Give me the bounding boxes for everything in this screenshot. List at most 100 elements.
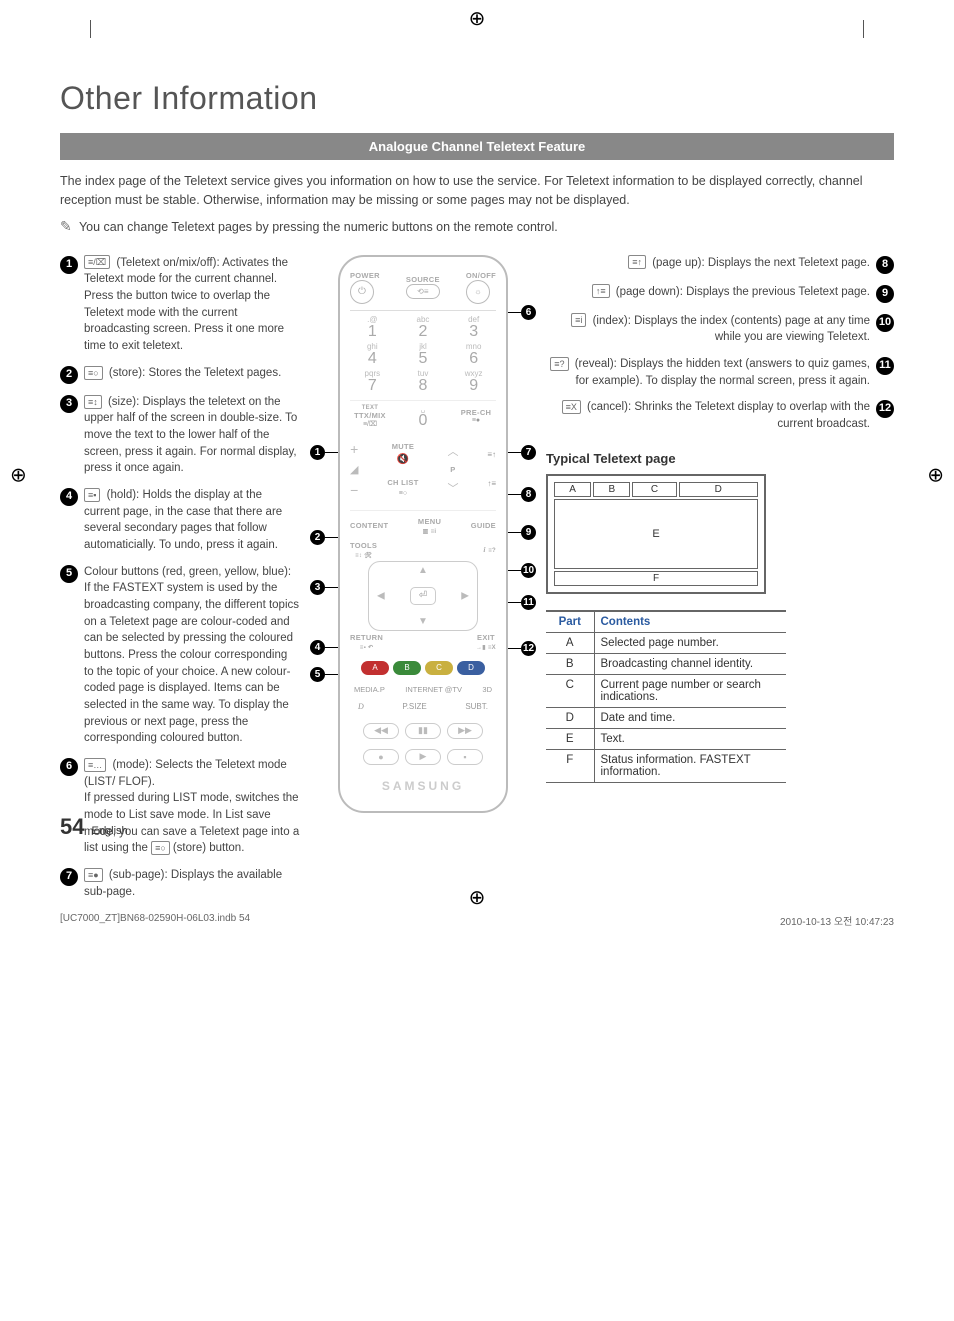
item-body: ≡/⌧ (Teletext on/mix/off): Activates the…	[84, 255, 300, 355]
table-row: DDate and time.	[546, 707, 786, 728]
list-item: 8 ≡↑ (page up): Displays the next Telete…	[546, 255, 894, 274]
note-icon: ✎	[60, 218, 72, 235]
onoff-button[interactable]: ☼	[466, 280, 490, 304]
ttxmix-block[interactable]: TEXTTTX/MIX≡/⌧	[350, 405, 390, 428]
table-cell-contents: Status information. FASTEXT information.	[594, 749, 786, 782]
ttx-cell-d: D	[679, 482, 758, 497]
tools-button[interactable]: TOOLS≡↕ 🛠	[350, 541, 377, 559]
callout-9: 9	[521, 525, 536, 540]
mute-button[interactable]: 🔇	[397, 454, 409, 465]
item-number: 2	[60, 366, 78, 384]
extras-row-2: D P.SIZE SUBT.	[350, 700, 496, 713]
color-button-d[interactable]: D	[457, 661, 485, 675]
table-cell-part: F	[546, 749, 594, 782]
teletext-icon: ≡↕	[84, 395, 102, 409]
internet-button[interactable]: INTERNET @TV	[405, 685, 462, 694]
info-button[interactable]: i ≡?	[483, 545, 496, 554]
print-footer: [UC7000_ZT]BN68-02590H-06L03.indb 54 201…	[60, 912, 894, 928]
item-number: 4	[60, 488, 78, 506]
item-body: ≡▪ (hold): Holds the display at the curr…	[84, 487, 300, 554]
list-item: 7 ≡● (sub-page): Displays the available …	[60, 867, 300, 900]
right-column: 8 ≡↑ (page up): Displays the next Telete…	[546, 255, 894, 783]
mediap-button[interactable]: MEDIA.P	[354, 685, 385, 694]
note-text: You can change Teletext pages by pressin…	[79, 220, 558, 234]
playback-button[interactable]: ▶	[405, 749, 441, 765]
item-body: ≡↕ (size): Displays the teletext on the …	[84, 394, 300, 477]
playback-button[interactable]: ◀◀	[363, 723, 399, 739]
item-number: 1	[60, 256, 78, 274]
power-button[interactable]: ⏻	[350, 280, 374, 304]
dpad[interactable]: ▲ ▼ ◀ ▶ ⏎	[368, 561, 478, 631]
num-4[interactable]: ghi4	[350, 342, 395, 367]
teletext-icon: ≡i	[571, 313, 586, 327]
color-button-a[interactable]: A	[361, 661, 389, 675]
enter-button[interactable]: ⏎	[410, 587, 436, 605]
playback-button[interactable]: ●	[363, 749, 399, 765]
teletext-icon: ≡?	[550, 357, 568, 371]
teletext-icon: ≡…	[84, 758, 106, 772]
source-button[interactable]: ⟲≡	[406, 284, 440, 299]
note-line: ✎ You can change Teletext pages by press…	[60, 218, 894, 235]
callout-line	[508, 532, 521, 533]
num-8[interactable]: tuv8	[401, 369, 446, 394]
item-body: ≡i (index): Displays the index (contents…	[546, 313, 870, 346]
menu-button[interactable]: MENU▥ ≡i	[418, 517, 441, 535]
table-cell-part: A	[546, 632, 594, 653]
item-body: ≡● (sub-page): Displays the available su…	[84, 867, 300, 900]
table-cell-part: E	[546, 728, 594, 749]
table-cell-contents: Text.	[594, 728, 786, 749]
item-number: 5	[60, 565, 78, 583]
volume-rocker[interactable]: + ◢ −	[350, 441, 358, 498]
playback-button[interactable]: ▪	[447, 749, 483, 765]
playback-row-2: ● ▶ ▪	[350, 749, 496, 765]
number-grid: .@1abc2def3 ghi4jkl5mno6 pqrs7tuv8wxyz9	[350, 310, 496, 394]
return-button[interactable]: RETURN≡▪ ↶	[350, 633, 383, 651]
subt-button[interactable]: SUBT.	[465, 702, 488, 711]
psize-button[interactable]: P.SIZE	[402, 702, 426, 711]
onoff-block: ON/OFF☼	[466, 271, 496, 304]
reg-mark-bottom: ⊕	[469, 885, 486, 910]
remote-column: POWER⏻ SOURCE⟲≡ ON/OFF☼ .@1abc2def3ghi4j…	[308, 255, 538, 813]
playback-button[interactable]: ▶▶	[447, 723, 483, 739]
num-9[interactable]: wxyz9	[451, 369, 496, 394]
callout-2: 2	[310, 530, 325, 545]
reg-mark-left: ⊕	[10, 463, 27, 488]
list-item: 10 ≡i (index): Displays the index (conte…	[546, 313, 894, 346]
ttx-cell-c: C	[632, 482, 676, 497]
ttx-cell-e: E	[554, 499, 758, 569]
prech-block[interactable]: PRE-CH≡●	[456, 408, 496, 424]
num-7[interactable]: pqrs7	[350, 369, 395, 394]
callout-line	[508, 494, 521, 495]
extras-row-1: MEDIA.P INTERNET @TV 3D	[350, 685, 496, 694]
d-button[interactable]: D	[358, 702, 364, 711]
table-cell-part: D	[546, 707, 594, 728]
num-6[interactable]: mno6	[451, 342, 496, 367]
list-item: 9 ↑≡ (page down): Displays the previous …	[546, 284, 894, 303]
playback-button[interactable]: ▮▮	[405, 723, 441, 739]
table-cell-contents: Current page number or search indication…	[594, 674, 786, 707]
pagedn-icon: ↑≡	[487, 479, 496, 488]
callout-7: 7	[521, 445, 536, 460]
exit-button[interactable]: EXIT→▮ ≡X	[476, 633, 496, 651]
table-row: CCurrent page number or search indicatio…	[546, 674, 786, 707]
num-3[interactable]: def3	[451, 315, 496, 340]
num-1[interactable]: .@1	[350, 315, 395, 340]
color-button-c[interactable]: C	[425, 661, 453, 675]
list-item: 5 Colour buttons (red, green, yellow, bl…	[60, 564, 300, 747]
source-block: SOURCE⟲≡	[406, 275, 440, 299]
num-0[interactable]: ␣0	[419, 404, 428, 429]
color-button-b[interactable]: B	[393, 661, 421, 675]
3d-button[interactable]: 3D	[482, 685, 492, 694]
teletext-icon: ≡▪	[84, 488, 100, 502]
num-5[interactable]: jkl5	[401, 342, 446, 367]
item-body: Colour buttons (red, green, yellow, blue…	[84, 564, 300, 747]
teletext-icon: ≡↑	[628, 255, 646, 269]
brand-label: SAMSUNG	[350, 779, 496, 793]
num-2[interactable]: abc2	[401, 315, 446, 340]
teletext-icon: ≡X	[562, 400, 581, 414]
page-footer: 54 English	[60, 814, 128, 840]
intro-text: The index page of the Teletext service g…	[60, 172, 894, 210]
reg-mark-right: ⊕	[927, 463, 944, 488]
channel-rocker[interactable]: ︿ P ﹀	[447, 443, 458, 496]
callout-1: 1	[310, 445, 325, 460]
